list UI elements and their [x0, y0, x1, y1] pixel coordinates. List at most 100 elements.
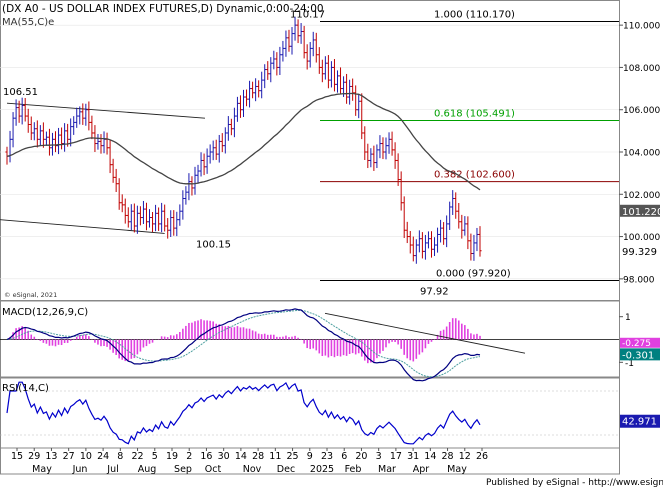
price-bar — [44, 131, 49, 146]
price-bar — [250, 81, 255, 99]
x-tick-label: 6 — [341, 451, 347, 462]
price-bar — [396, 153, 400, 186]
price-bar — [293, 16, 297, 41]
price-bar — [87, 101, 91, 131]
x-tick-label: 23 — [321, 451, 333, 462]
price-tick-label: 100.000 — [623, 233, 660, 243]
price-bar — [451, 190, 455, 215]
price-bar — [320, 59, 324, 83]
price-bar — [478, 226, 482, 257]
price-bar — [129, 204, 133, 231]
price-bar — [408, 230, 412, 254]
price-bar — [141, 200, 146, 225]
price-bar — [196, 164, 200, 184]
range-end-label: 100.15 — [196, 239, 231, 250]
fib-label-0.618: 0.618 (105.491) — [434, 108, 515, 119]
price-bar — [32, 122, 36, 141]
x-tick-label: 10 — [80, 451, 92, 462]
price-bar — [290, 27, 294, 55]
macd-panel — [0, 300, 620, 378]
price-bar — [354, 85, 358, 116]
price-bar — [448, 201, 452, 231]
price-bar — [363, 126, 367, 161]
price-bar — [438, 219, 443, 243]
price-bar — [432, 237, 437, 257]
x-tick-label: 30 — [218, 451, 230, 462]
price-bar — [111, 158, 115, 183]
price-bar — [135, 205, 139, 234]
price-bar — [160, 202, 164, 233]
price-bar — [50, 132, 55, 156]
price-bar — [220, 133, 224, 153]
price-tick-label: 98.000 — [623, 275, 655, 285]
channel-upper-line — [6, 102, 206, 119]
last-price-tag: 99.329 — [622, 247, 657, 258]
price-bar — [84, 103, 88, 126]
x-month-label: May — [447, 464, 467, 475]
x-month-label: Jul — [106, 464, 118, 475]
price-bar — [472, 234, 476, 261]
price-bar — [14, 99, 18, 126]
price-bar — [296, 19, 300, 44]
price-bar — [414, 239, 418, 264]
price-bar — [153, 204, 158, 232]
x-month-label: Dec — [277, 464, 295, 475]
price-bar — [375, 144, 379, 169]
price-bar — [23, 97, 27, 122]
price-bar — [214, 139, 218, 160]
ma-line — [6, 92, 481, 191]
price-bar — [163, 204, 167, 232]
price-tick-label: 110.000 — [623, 22, 660, 32]
price-bar — [317, 47, 321, 74]
x-month-label: Feb — [345, 464, 362, 475]
macd-line — [6, 308, 481, 382]
price-bar — [172, 210, 176, 236]
price-bar — [90, 115, 94, 140]
x-tick-label: 31 — [407, 451, 419, 462]
price-bar — [348, 79, 352, 105]
rsi-layer — [0, 381, 619, 445]
price-bar — [114, 168, 118, 193]
x-tick-label: 8 — [117, 451, 123, 462]
price-bar — [238, 95, 243, 118]
price-tick-label: 108.000 — [623, 64, 660, 74]
price-bar — [344, 73, 349, 104]
price-bar — [445, 215, 449, 248]
price-bar — [59, 127, 64, 150]
price-bar — [275, 52, 279, 76]
x-month-label: Nov — [243, 464, 262, 475]
price-bar — [263, 64, 267, 89]
ma-last-tag-box — [620, 204, 660, 217]
price-bar — [384, 137, 388, 160]
copyright: © eSignal, 2021 — [4, 291, 57, 299]
price-bar — [29, 116, 33, 141]
price-bar — [217, 134, 221, 163]
x-tick-label: 12 — [459, 451, 471, 462]
price-bar — [423, 234, 428, 260]
price-bar — [35, 120, 39, 148]
price-bar — [202, 153, 206, 176]
price-bar — [266, 61, 270, 80]
price-bar — [326, 55, 330, 89]
x-tick-label: 27 — [63, 451, 75, 462]
price-bar — [157, 207, 161, 231]
price-bar — [393, 142, 397, 169]
price-bar — [75, 107, 79, 128]
x-month-label: Aug — [138, 464, 157, 475]
price-bar — [232, 107, 237, 138]
macd-tick-label: -1 — [625, 359, 634, 369]
price-bar — [208, 144, 212, 164]
rsi-line — [6, 381, 481, 445]
macd-last-tag: -0.301 — [622, 350, 654, 361]
price-bar — [26, 108, 30, 133]
price-bar — [372, 145, 376, 171]
price-bar — [117, 178, 121, 210]
price-bar — [126, 207, 130, 228]
price-bar — [47, 128, 52, 156]
x-month-label: Jun — [72, 464, 88, 475]
x-tick-label: 14 — [235, 451, 247, 462]
price-bar — [150, 211, 155, 233]
price-bar — [235, 96, 240, 122]
macd-last-tag-box — [620, 348, 660, 361]
price-bar — [332, 59, 337, 92]
